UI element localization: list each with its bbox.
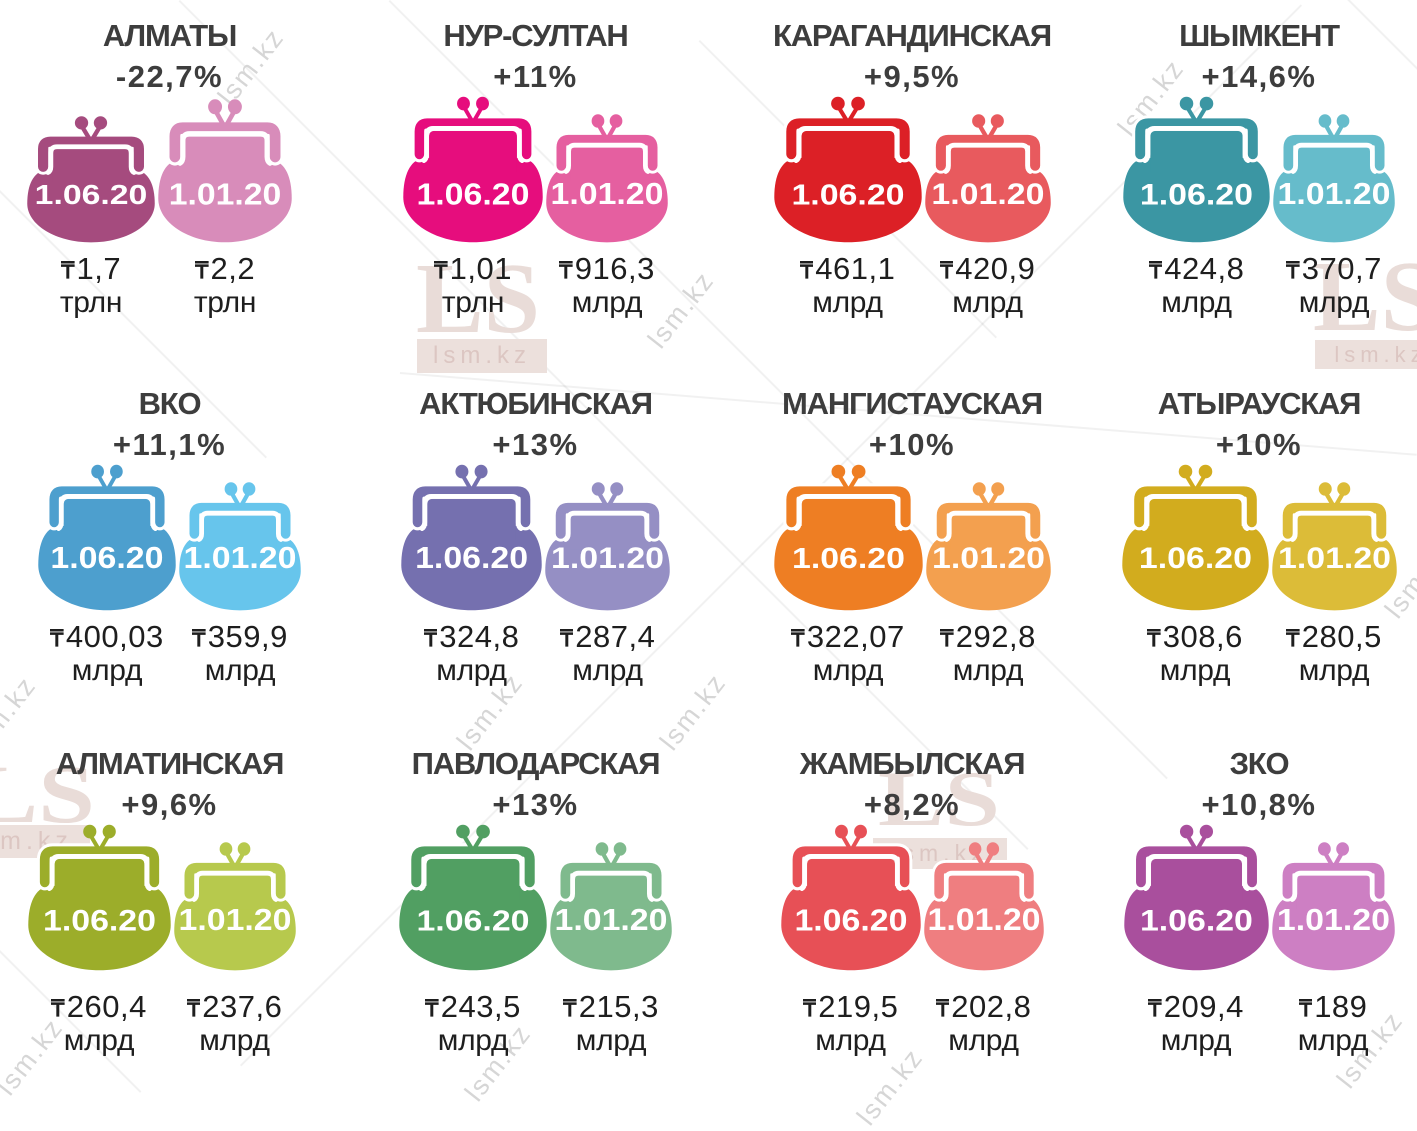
svg-text:1.01.20: 1.01.20 <box>931 178 1044 211</box>
svg-text:LS: LS <box>0 748 95 826</box>
svg-text:1.01.20: 1.01.20 <box>927 903 1040 937</box>
svg-text:1.01.20: 1.01.20 <box>1278 542 1391 576</box>
svg-text:1.06.20: 1.06.20 <box>416 905 529 937</box>
svg-text:1.06.20: 1.06.20 <box>1140 179 1253 211</box>
svg-text:1.01.20: 1.01.20 <box>178 903 291 937</box>
svg-text:1.01.20: 1.01.20 <box>1278 177 1391 211</box>
svg-text:1.06.20: 1.06.20 <box>50 541 163 575</box>
svg-text:1.01.20: 1.01.20 <box>551 177 664 211</box>
svg-text:1.06.20: 1.06.20 <box>794 904 907 938</box>
svg-text:1.06.20: 1.06.20 <box>416 178 529 212</box>
svg-text:1.06.20: 1.06.20 <box>792 543 905 575</box>
svg-text:1.06.20: 1.06.20 <box>43 904 156 938</box>
svg-text:1.01.20: 1.01.20 <box>555 903 668 937</box>
svg-text:1.06.20: 1.06.20 <box>35 178 148 210</box>
svg-text:1.06.20: 1.06.20 <box>1138 543 1251 575</box>
svg-text:1.01.20: 1.01.20 <box>169 178 282 212</box>
svg-text:1.01.20: 1.01.20 <box>184 541 297 575</box>
svg-text:1.06.20: 1.06.20 <box>1139 905 1252 937</box>
svg-text:LS: LS <box>416 242 540 336</box>
svg-text:LS: LS <box>1313 240 1417 334</box>
svg-text:1.06.20: 1.06.20 <box>415 541 528 575</box>
svg-text:1.01.20: 1.01.20 <box>551 542 664 576</box>
svg-text:LS: LS <box>878 755 1000 829</box>
svg-text:1.06.20: 1.06.20 <box>791 180 904 212</box>
svg-text:1.01.20: 1.01.20 <box>932 542 1045 576</box>
svg-text:1.01.20: 1.01.20 <box>1276 903 1389 937</box>
